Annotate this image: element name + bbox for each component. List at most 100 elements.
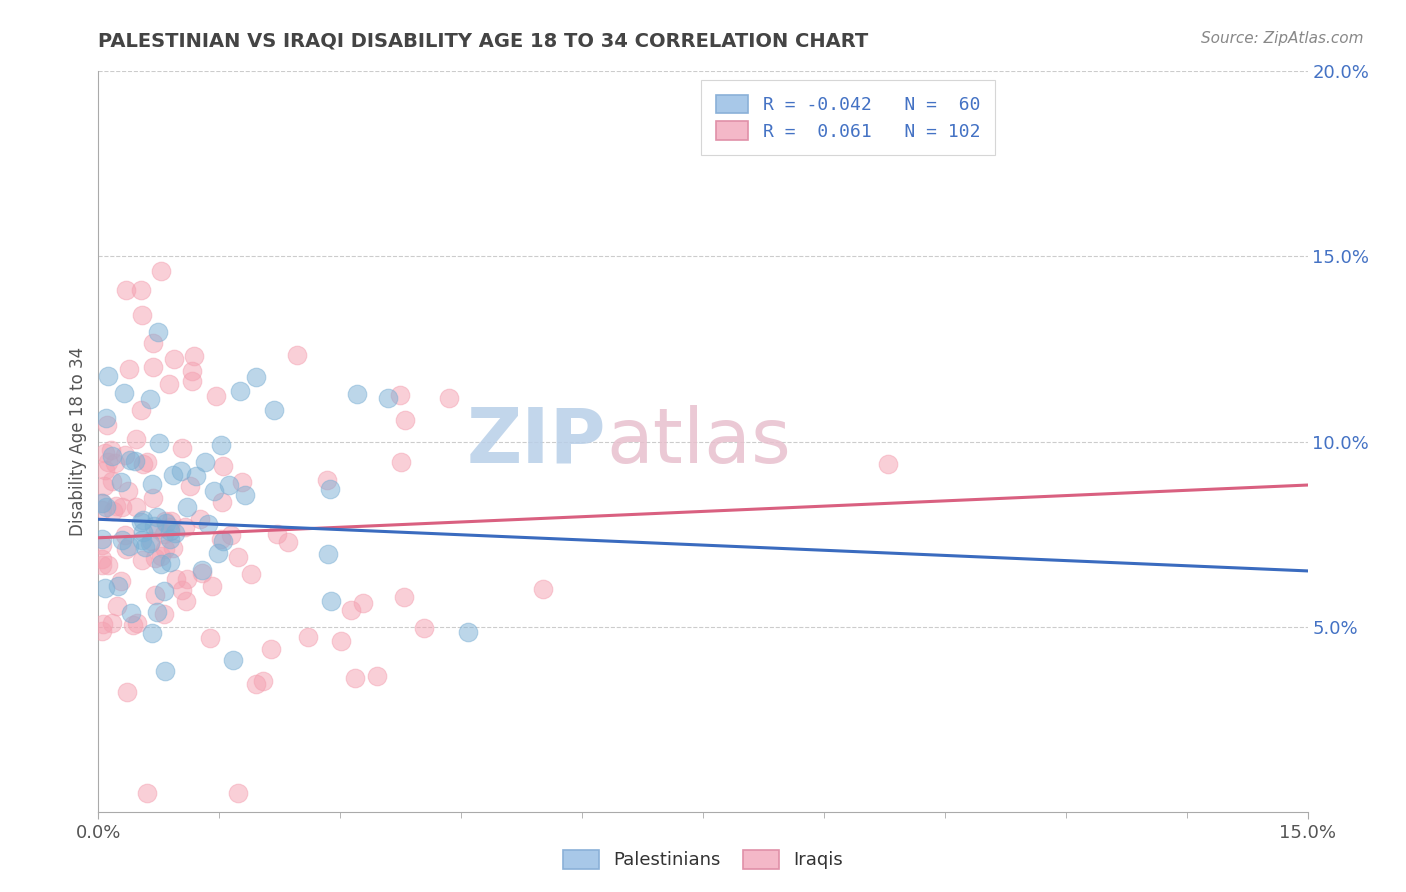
Point (132, 513, 155, 527)
Point (101, 449, 124, 463)
Point (209, 438, 232, 452)
Point (100, 443, 122, 458)
Point (160, 514, 183, 528)
Point (266, 527, 288, 541)
Point (162, 541, 184, 555)
Point (142, 491, 165, 505)
Point (202, 484, 225, 499)
Point (163, 351, 186, 366)
Point (159, 524, 181, 539)
Point (135, 786, 157, 800)
Point (94, 411, 117, 425)
Point (143, 588, 166, 602)
Legend: R = -0.042   N =  60, R =  0.061   N = 102: R = -0.042 N = 60, R = 0.061 N = 102 (702, 80, 995, 155)
Point (118, 453, 141, 467)
Point (148, 435, 170, 450)
Point (155, 664, 177, 678)
Point (315, 473, 337, 487)
Point (226, 549, 249, 564)
Point (91, 496, 114, 510)
Point (173, 520, 195, 534)
Point (125, 500, 148, 515)
Point (124, 454, 146, 468)
Point (205, 389, 228, 403)
Point (91, 617, 114, 632)
Point (392, 591, 415, 605)
Y-axis label: Disability Age 18 to 34: Disability Age 18 to 34 (69, 347, 87, 536)
Point (231, 475, 253, 489)
Point (97, 368, 120, 383)
Point (91, 558, 114, 572)
Point (110, 574, 132, 588)
Point (127, 616, 149, 631)
Point (221, 653, 243, 667)
Point (170, 441, 193, 455)
Point (233, 488, 256, 502)
Point (94, 446, 117, 460)
Point (212, 458, 235, 473)
Text: PALESTINIAN VS IRAQI DISABILITY AGE 18 TO 34 CORRELATION CHART: PALESTINIAN VS IRAQI DISABILITY AGE 18 T… (98, 31, 869, 50)
Text: Source: ZipAtlas.com: Source: ZipAtlas.com (1201, 31, 1364, 46)
Point (145, 605, 167, 619)
Point (139, 536, 162, 550)
Point (93, 479, 115, 493)
Point (330, 634, 353, 648)
Point (141, 476, 163, 491)
Point (377, 392, 399, 406)
Point (115, 684, 138, 698)
Point (150, 264, 173, 278)
Point (129, 402, 152, 417)
Point (877, 457, 900, 471)
Point (101, 615, 124, 630)
Point (131, 533, 153, 547)
Point (194, 455, 217, 469)
Point (132, 524, 155, 539)
Point (143, 550, 166, 565)
Point (287, 348, 309, 362)
Point (159, 555, 181, 569)
Point (339, 603, 361, 617)
Point (207, 546, 229, 560)
Point (114, 542, 136, 557)
Point (105, 599, 128, 613)
Point (101, 503, 124, 517)
Point (188, 512, 211, 526)
Point (114, 528, 136, 542)
Point (209, 533, 232, 547)
Point (297, 630, 319, 644)
Point (263, 403, 285, 417)
Point (159, 519, 181, 533)
Point (91, 624, 114, 638)
Point (114, 449, 136, 463)
Point (277, 535, 299, 549)
Point (240, 566, 263, 581)
Point (94, 500, 117, 515)
Point (172, 583, 194, 598)
Point (149, 549, 172, 563)
Point (142, 360, 165, 375)
Point (180, 364, 202, 378)
Point (211, 533, 233, 548)
Point (169, 464, 191, 478)
Point (131, 283, 153, 297)
Text: atlas: atlas (606, 405, 792, 478)
Point (152, 583, 174, 598)
Point (191, 564, 214, 578)
Point (139, 534, 162, 549)
Point (135, 455, 157, 469)
Point (218, 478, 240, 492)
Point (153, 607, 176, 622)
Point (146, 325, 169, 339)
Point (143, 519, 166, 533)
Point (142, 335, 165, 350)
Point (183, 349, 205, 363)
Point (197, 516, 219, 531)
Point (117, 484, 139, 499)
Point (260, 641, 283, 656)
Point (148, 522, 170, 536)
Point (394, 413, 416, 427)
Point (122, 617, 145, 632)
Point (316, 547, 339, 561)
Point (139, 392, 162, 407)
Point (91, 532, 114, 546)
